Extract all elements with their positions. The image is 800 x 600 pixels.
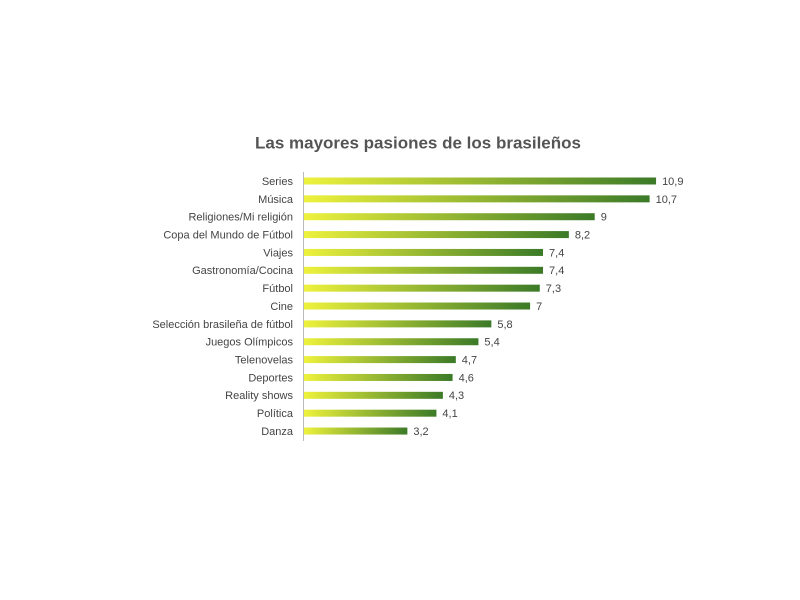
bar (304, 338, 479, 346)
value-label: 4,3 (449, 390, 464, 402)
value-label: 7,3 (546, 283, 561, 295)
bar (304, 409, 437, 417)
category-label: Danza (261, 426, 294, 438)
value-label: 10,7 (656, 194, 677, 206)
bar (304, 302, 531, 310)
bar (304, 266, 544, 274)
chart-title: Las mayores pasiones de los brasileños (255, 133, 581, 152)
category-label: Fútbol (262, 283, 293, 295)
value-label: 4,1 (442, 408, 457, 420)
bar (304, 213, 595, 221)
category-label: Deportes (248, 372, 293, 384)
bar (304, 391, 443, 399)
value-label: 7,4 (549, 265, 564, 277)
value-label: 8,2 (575, 229, 590, 241)
bar (304, 177, 657, 185)
value-label: 7,4 (549, 247, 564, 259)
value-label: 4,7 (462, 355, 477, 367)
bar (304, 427, 408, 435)
bar (304, 248, 544, 256)
category-label: Política (257, 408, 294, 420)
category-label: Copa del Mundo de Fútbol (163, 229, 293, 241)
bar (304, 320, 492, 328)
category-label: Telenovelas (235, 355, 294, 367)
value-label: 7 (536, 301, 542, 313)
category-label: Selección brasileña de fútbol (152, 319, 293, 331)
bar (304, 284, 540, 292)
value-label: 5,4 (484, 337, 499, 349)
value-label: 4,6 (459, 372, 474, 384)
value-label: 5,8 (497, 319, 512, 331)
category-label: Series (262, 176, 294, 188)
category-label: Juegos Olímpicos (206, 337, 294, 349)
category-label: Gastronomía/Cocina (192, 265, 294, 277)
category-label: Reality shows (225, 390, 293, 402)
bar (304, 356, 456, 364)
bar (304, 373, 453, 381)
category-label: Viajes (263, 247, 293, 259)
value-label: 3,2 (413, 426, 428, 438)
category-label: Cine (270, 301, 293, 313)
bar (304, 231, 569, 239)
category-label: Música (258, 194, 294, 206)
value-label: 9 (601, 212, 607, 224)
value-label: 10,9 (662, 176, 683, 188)
bar (304, 195, 650, 203)
category-label: Religiones/Mi religión (188, 212, 293, 224)
